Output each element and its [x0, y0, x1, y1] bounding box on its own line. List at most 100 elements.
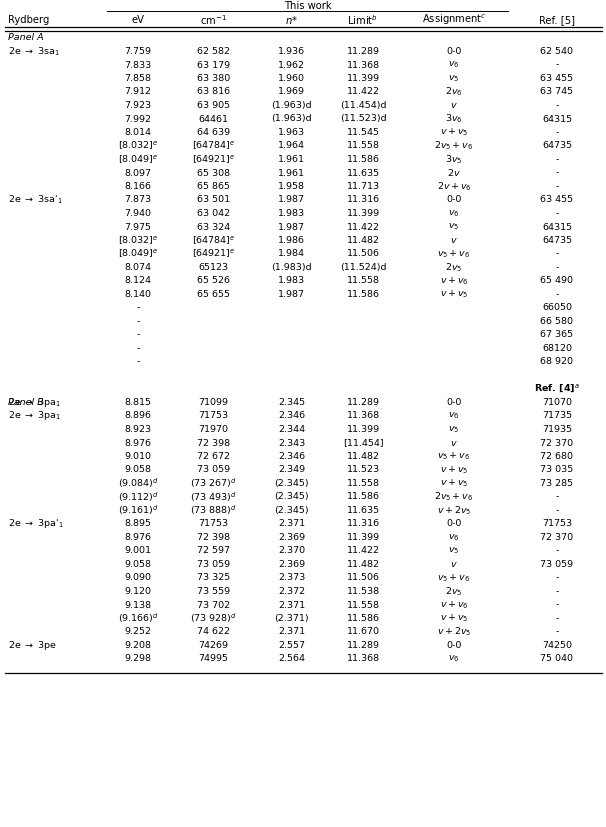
Text: 1.963: 1.963 [278, 128, 305, 136]
Text: (9.161)$^d$: (9.161)$^d$ [118, 503, 158, 517]
Text: (9.166)$^d$: (9.166)$^d$ [118, 611, 158, 624]
Text: 1.983: 1.983 [278, 276, 305, 285]
Text: 2e $\rightarrow$ 3pa'$_1$: 2e $\rightarrow$ 3pa'$_1$ [8, 517, 64, 530]
Text: 8.923: 8.923 [124, 424, 152, 433]
Text: 11.399: 11.399 [347, 533, 379, 542]
Text: $v +v_6$: $v +v_6$ [439, 599, 468, 610]
Text: -: - [555, 492, 559, 501]
Text: 11.670: 11.670 [347, 627, 379, 636]
Text: $v_5$: $v_5$ [448, 73, 459, 84]
Text: 73 035: 73 035 [541, 465, 574, 474]
Text: 63 816: 63 816 [197, 88, 230, 97]
Text: (1.963)d: (1.963)d [271, 114, 312, 123]
Text: 74250: 74250 [542, 640, 572, 649]
Text: [8.032]$^e$: [8.032]$^e$ [118, 140, 158, 152]
Text: 8.140: 8.140 [124, 289, 152, 299]
Text: 1.969: 1.969 [278, 88, 305, 97]
Text: cm$^{-1}$: cm$^{-1}$ [200, 13, 227, 26]
Text: 11.289: 11.289 [347, 640, 379, 649]
Text: [8.049]$^e$: [8.049]$^e$ [118, 247, 158, 260]
Text: (2.345): (2.345) [274, 492, 309, 501]
Text: 11.422: 11.422 [347, 222, 379, 232]
Text: (2.345): (2.345) [274, 505, 309, 514]
Text: 1.964: 1.964 [278, 141, 305, 151]
Text: 2.564: 2.564 [278, 653, 305, 662]
Text: $2v_6$: $2v_6$ [445, 86, 463, 98]
Text: [8.049]$^e$: [8.049]$^e$ [118, 153, 158, 165]
Text: 62 540: 62 540 [541, 47, 573, 56]
Text: 8.074: 8.074 [124, 263, 152, 272]
Text: Rydberg: Rydberg [8, 15, 49, 25]
Text: (73 928)$^d$: (73 928)$^d$ [190, 611, 237, 624]
Text: 65123: 65123 [198, 263, 228, 272]
Text: 11.523: 11.523 [347, 465, 379, 474]
Text: $v_6$: $v_6$ [448, 60, 460, 70]
Text: $v_5$: $v_5$ [448, 423, 459, 434]
Text: 2.371: 2.371 [278, 627, 305, 636]
Text: 63 455: 63 455 [541, 74, 573, 83]
Text: $2v_5$: $2v_5$ [445, 585, 462, 597]
Text: 71753: 71753 [198, 411, 228, 420]
Text: 11.399: 11.399 [347, 424, 379, 433]
Text: $v_6$: $v_6$ [448, 532, 460, 542]
Text: 11.289: 11.289 [347, 398, 379, 407]
Text: 11.506: 11.506 [347, 249, 379, 258]
Text: -: - [555, 627, 559, 636]
Text: 63 455: 63 455 [541, 195, 573, 204]
Text: 11.399: 11.399 [347, 74, 379, 83]
Text: $v$: $v$ [450, 559, 458, 568]
Text: 64315: 64315 [542, 114, 572, 123]
Text: 11.316: 11.316 [347, 195, 379, 204]
Text: $v_5$: $v_5$ [448, 545, 459, 556]
Text: 1.961: 1.961 [278, 169, 305, 177]
Text: Ref. [5]: Ref. [5] [539, 15, 575, 25]
Text: 75 040: 75 040 [541, 653, 573, 662]
Text: 7.833: 7.833 [124, 60, 152, 69]
Text: Panel A: Panel A [8, 33, 44, 42]
Text: $v_5 +v_6$: $v_5 +v_6$ [438, 450, 471, 461]
Text: -: - [136, 343, 140, 352]
Text: 2.345: 2.345 [278, 398, 305, 407]
Text: -: - [555, 600, 559, 609]
Text: -: - [555, 546, 559, 555]
Text: 1.984: 1.984 [278, 249, 305, 258]
Text: 1.962: 1.962 [278, 60, 305, 69]
Text: $v$: $v$ [450, 438, 458, 447]
Text: 11.558: 11.558 [347, 479, 379, 487]
Text: 67 365: 67 365 [541, 330, 573, 339]
Text: 9.058: 9.058 [124, 559, 152, 568]
Text: (1.983)d: (1.983)d [271, 263, 312, 272]
Text: 72 370: 72 370 [541, 438, 573, 447]
Text: -: - [555, 586, 559, 595]
Text: 74269: 74269 [199, 640, 228, 649]
Text: 8.097: 8.097 [124, 169, 152, 177]
Text: Ref. [4]$^a$: Ref. [4]$^a$ [534, 382, 580, 394]
Text: (1.963)d: (1.963)d [271, 101, 312, 110]
Text: Panel B: Panel B [8, 398, 44, 407]
Text: 64735: 64735 [542, 141, 572, 151]
Text: 7.912: 7.912 [124, 88, 152, 97]
Text: 2$v +v_6$: 2$v +v_6$ [436, 180, 471, 193]
Text: 73 325: 73 325 [197, 573, 230, 582]
Text: 11.586: 11.586 [347, 289, 379, 299]
Text: Assignment$^c$: Assignment$^c$ [422, 12, 487, 27]
Text: 11.506: 11.506 [347, 573, 379, 582]
Text: -: - [555, 182, 559, 191]
Text: 1.960: 1.960 [278, 74, 305, 83]
Text: $v +v_5$: $v +v_5$ [440, 477, 468, 489]
Text: 72 370: 72 370 [541, 533, 573, 542]
Text: 11.586: 11.586 [347, 614, 379, 622]
Text: [64784]$^e$: [64784]$^e$ [191, 234, 235, 246]
Text: 64735: 64735 [542, 236, 572, 245]
Text: 71935: 71935 [542, 424, 572, 433]
Text: 71753: 71753 [542, 519, 572, 528]
Text: -: - [136, 357, 140, 366]
Text: 7.975: 7.975 [124, 222, 152, 232]
Text: 2.344: 2.344 [278, 424, 305, 433]
Text: 11.538: 11.538 [347, 586, 379, 595]
Text: 9.090: 9.090 [124, 573, 152, 582]
Text: 66050: 66050 [542, 304, 572, 312]
Text: 0-0: 0-0 [446, 519, 462, 528]
Text: 1.936: 1.936 [278, 47, 305, 56]
Text: 63 905: 63 905 [197, 101, 230, 110]
